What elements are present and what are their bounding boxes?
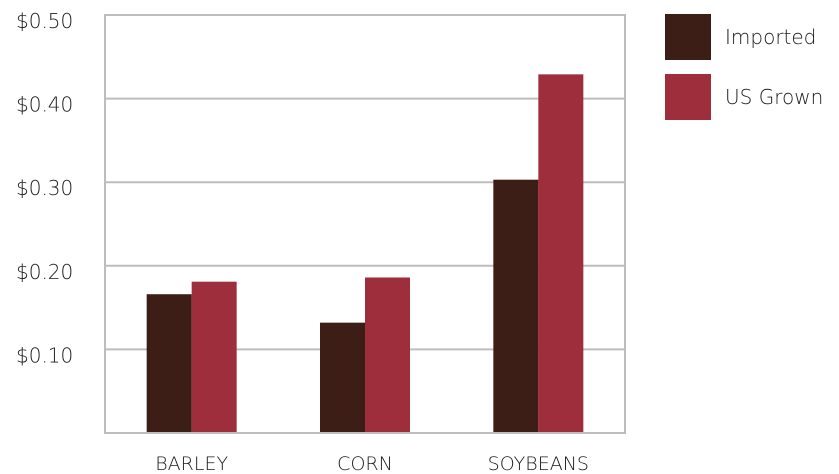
bars xyxy=(146,74,584,433)
bar-soybeans-us-grown xyxy=(538,74,584,433)
y-tick-label: $0.30 xyxy=(16,176,73,200)
y-tick-label: $0.50 xyxy=(16,9,73,33)
y-tick-label: $0.40 xyxy=(16,93,73,117)
category-labels: BARLEY CORN SOYBEANS xyxy=(155,453,589,474)
bar-corn-us-grown xyxy=(365,277,410,433)
bar-barley-imported xyxy=(146,294,192,433)
bar-corn-imported xyxy=(320,322,365,433)
bar-soybeans-imported xyxy=(493,179,539,433)
y-tick-label: $0.10 xyxy=(16,343,73,367)
category-label: SOYBEANS xyxy=(488,453,589,474)
legend-swatch-us-grown xyxy=(665,74,711,120)
plot-frame xyxy=(104,14,626,434)
legend-swatch-imported xyxy=(665,14,711,60)
legend-label: Imported xyxy=(725,25,816,49)
category-label: BARLEY xyxy=(155,453,228,474)
legend-label: US Grown xyxy=(725,85,823,109)
category-label: CORN xyxy=(337,453,393,474)
bar-barley-us-grown xyxy=(191,281,237,433)
y-tick-labels: $0.10 $0.20 $0.30 $0.40 $0.50 xyxy=(16,9,73,367)
y-tick-label: $0.20 xyxy=(16,260,73,284)
legend: Imported US Grown xyxy=(665,14,823,120)
